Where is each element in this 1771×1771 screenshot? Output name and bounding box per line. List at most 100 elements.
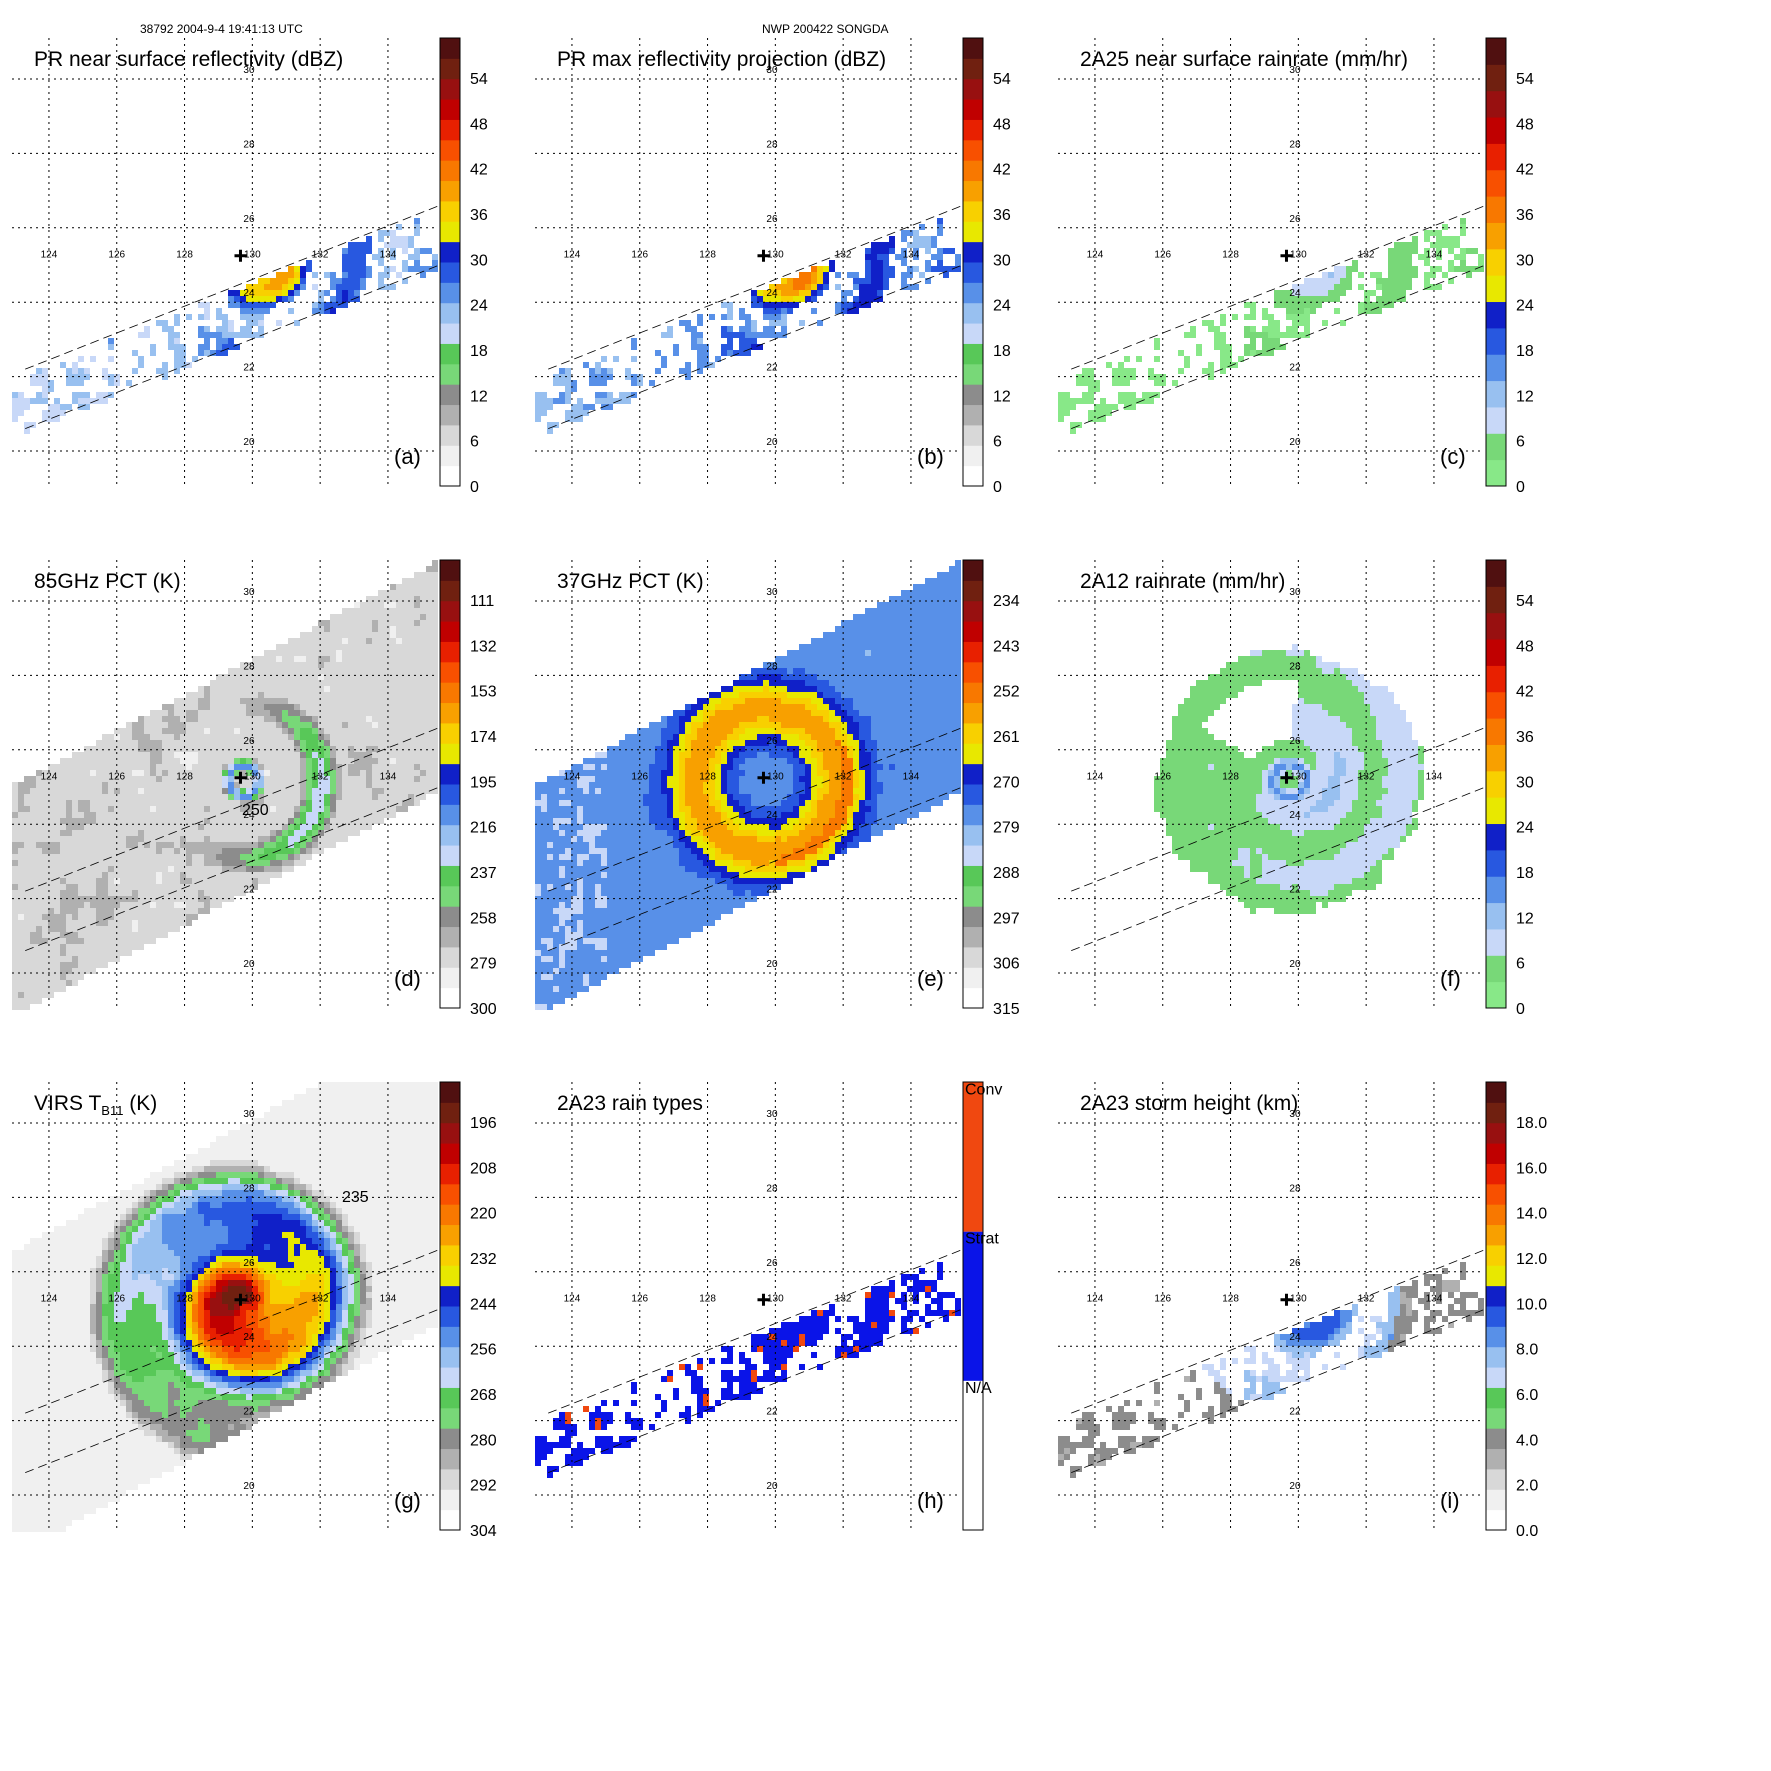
heatmap-cell [336,278,342,284]
heatmap-cell [60,818,66,824]
heatmap-cell [240,770,246,776]
heatmap-cell [583,410,589,416]
heatmap-cell [354,776,360,782]
heatmap-cell [673,740,679,746]
heatmap-cell [24,818,30,824]
heatmap-cell [168,884,174,890]
panel-title: PR near surface reflectivity (dBZ) [34,48,343,71]
heatmap-cell [12,848,18,854]
heatmap-cell [601,380,607,386]
heatmap-cell [102,776,108,782]
heatmap-cell [372,728,378,734]
heatmap-cell [174,710,180,716]
heatmap-cell [72,842,78,848]
heatmap-cell [901,698,907,704]
colorbar-segment [440,139,460,161]
heatmap-cell [156,770,162,776]
heatmap-cell [96,794,102,800]
heatmap-cell [1400,242,1406,248]
heatmap-cell [913,722,919,728]
heatmap-cell [180,866,186,872]
heatmap-cell [553,398,559,404]
heatmap-cell [901,662,907,668]
heatmap-cell [54,962,60,968]
heatmap-cell [913,668,919,674]
heatmap-cell [372,656,378,662]
heatmap-cell [234,344,240,350]
heatmap-cell [222,836,228,842]
heatmap-cell [114,884,120,890]
heatmap-cell [264,812,270,818]
heatmap-cell [378,686,384,692]
heatmap-cell [721,344,727,350]
heatmap-cell [390,800,396,806]
heatmap-cell [48,950,54,956]
heatmap-cell [162,770,168,776]
heatmap-cell [294,272,300,278]
heatmap-cell [1124,392,1130,398]
heatmap-cell [132,944,138,950]
heatmap-cell [679,710,685,716]
heatmap-cell [414,584,420,590]
heatmap-cell [354,668,360,674]
heatmap-cell [282,848,288,854]
heatmap-cell [1058,410,1064,416]
heatmap-cell [42,860,48,866]
heatmap-cell [360,644,366,650]
heatmap-cell [84,824,90,830]
heatmap-cell [114,806,120,812]
heatmap-cell [877,296,883,302]
heatmap-cell [390,626,396,632]
colorbar-segment [440,78,460,100]
heatmap-cell [258,734,264,740]
heatmap-cell [294,656,300,662]
heatmap-cell [234,296,240,302]
heatmap-cell [1208,374,1214,380]
heatmap-cell [294,806,300,812]
heatmap-cell [787,704,793,710]
heatmap-cell [643,746,649,752]
heatmap-cell [234,836,240,842]
heatmap-cell [402,704,408,710]
heatmap-cell [360,800,366,806]
heatmap-cell [216,866,222,872]
heatmap-cell [775,290,781,296]
heatmap-cell [42,806,48,812]
heatmap-cell [24,878,30,884]
heatmap-cell [414,668,420,674]
heatmap-cell [228,740,234,746]
heatmap-cell [108,356,114,362]
heatmap-cell [60,758,66,764]
heatmap-cell [625,746,631,752]
heatmap-cell [372,746,378,752]
heatmap-cell [601,398,607,404]
heatmap-cells [12,218,438,434]
heatmap-cell [294,290,300,296]
heatmap-cell [306,680,312,686]
heatmap-cell [775,314,781,320]
heatmap-cell [384,722,390,728]
heatmap-cell [72,368,78,374]
colorbar-segment [440,784,460,805]
heatmap-cell [853,614,859,620]
heatmap-cell [222,728,228,734]
heatmap-cell [901,644,907,650]
heatmap-cell [78,374,84,380]
heatmap-cell [78,818,84,824]
swath-edge-line [25,202,446,370]
heatmap-cell [264,764,270,770]
heatmap-cell [108,380,114,386]
heatmap-cell [318,788,324,794]
heatmap-cell [90,848,96,854]
heatmap-cell [336,296,342,302]
heatmap-cell [162,830,168,836]
heatmap-cell [1400,290,1406,296]
heatmap-cell [264,788,270,794]
heatmap-cell [96,788,102,794]
heatmap-cell [955,674,961,680]
heatmap-cell [553,422,559,428]
heatmap-cell [901,626,907,632]
colorbar-tick-label: 6 [1516,434,1525,451]
